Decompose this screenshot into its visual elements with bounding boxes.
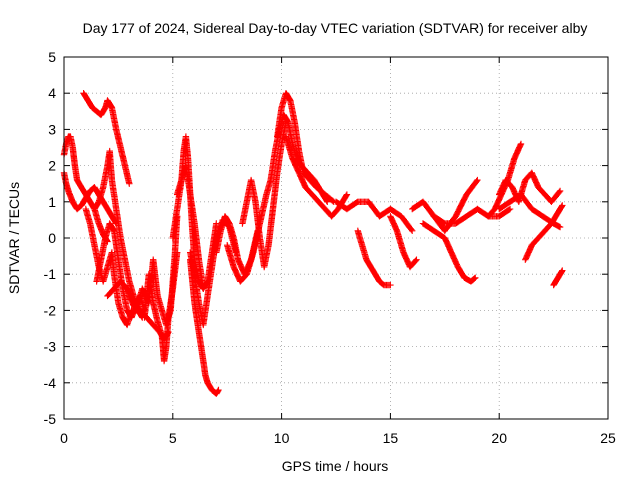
grid-lines [64,57,608,419]
x-tick-label: 10 [274,430,290,446]
data-markers [213,213,261,278]
data-markers [187,256,222,397]
y-tick-label: 3 [48,121,56,137]
plot-area-border [63,56,609,420]
data-markers [274,90,337,205]
axis-ticks [63,56,609,420]
series-arc-22 [387,213,420,271]
y-tick-label: -1 [44,266,57,282]
y-tick-label: 5 [48,49,56,65]
data-markers [80,90,133,187]
series-arc-09 [141,249,181,365]
series-arc-05 [91,147,146,321]
series-arc-13 [187,256,222,397]
series-arc-11 [174,162,220,292]
series-arc-21 [354,227,394,289]
series-arc-27 [496,169,564,205]
x-axis-label: GPS time / hours [282,458,389,474]
y-tick-label: -2 [44,302,57,318]
data-markers [354,227,394,289]
data-markers [419,220,479,285]
y-tick-label: -5 [44,411,57,427]
y-tick-label: 4 [48,85,56,101]
y-tick-label: 1 [48,194,56,210]
tick-labels: 0 5 10 15 20 25 -5 -4 -3 -2 -1 0 1 2 3 4 5 [44,49,616,446]
series-arc-29 [522,202,566,263]
series-arc-20 [332,198,416,234]
y-tick-label: -4 [44,375,57,391]
x-tick-label: 20 [491,430,507,446]
x-tick-label: 5 [169,430,177,446]
series-arc-18 [274,90,337,205]
data-markers [430,205,514,227]
x-tick-label: 15 [383,430,399,446]
x-tick-label: 0 [60,430,68,446]
x-tick-label: 25 [600,430,616,446]
data-points [60,90,566,397]
data-markers [522,202,566,263]
data-markers [91,147,146,321]
series-arc-16 [239,119,290,271]
data-markers [550,267,566,289]
series-arc-30 [550,267,566,289]
data-markers [496,169,564,205]
data-markers [174,162,220,292]
series-arc-03 [80,90,133,187]
chart-title: Day 177 of 2024, Sidereal Day-to-day VTE… [83,20,588,36]
y-tick-label: -3 [44,339,57,355]
y-tick-label: 0 [48,230,56,246]
y-tick-label: 2 [48,158,56,174]
y-axis-label: SDTVAR / TECUs [6,182,22,294]
series-arc-24 [419,220,479,285]
series-arc-25 [430,205,514,227]
data-markers [239,119,290,271]
data-markers [332,198,416,234]
data-markers [387,213,420,271]
data-markers [141,249,181,365]
series-arc-15 [213,213,261,278]
